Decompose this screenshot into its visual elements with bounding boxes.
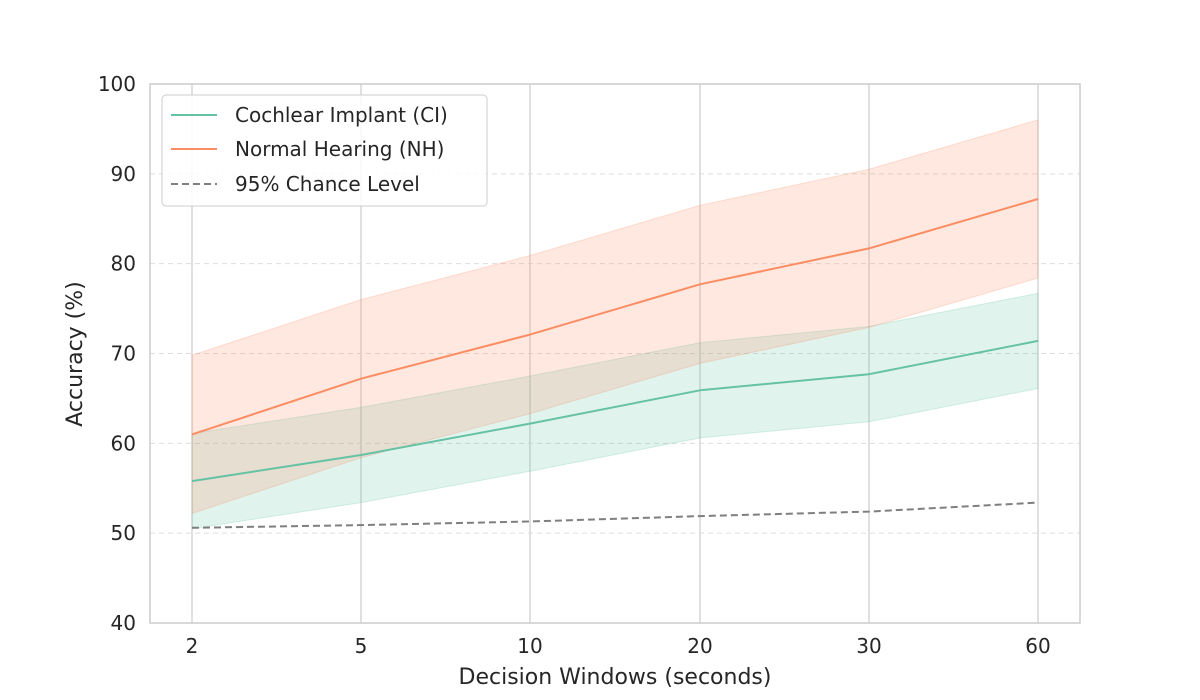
legend-label-chance: 95% Chance Level xyxy=(235,172,420,196)
y-tick-label: 100 xyxy=(98,72,136,96)
y-tick-label: 40 xyxy=(111,611,136,635)
legend-label-nh: Normal Hearing (NH) xyxy=(235,137,444,161)
y-tick-label: 70 xyxy=(111,342,136,366)
y-tick-label: 60 xyxy=(111,431,136,455)
confidence-band-nh xyxy=(191,119,1039,515)
y-tick-label: 90 xyxy=(111,162,136,186)
legend-label-ci: Cochlear Implant (CI) xyxy=(235,103,448,127)
x-tick-label: 2 xyxy=(186,634,199,658)
legend: Cochlear Implant (CI) Normal Hearing (NH… xyxy=(161,94,488,207)
tick-labels: 2 5 10 20 30 60 40 50 60 70 80 90 100 xyxy=(98,72,1051,658)
confidence-band-ci xyxy=(191,292,1039,530)
y-axis-title: Accuracy (%) xyxy=(63,281,88,427)
x-tick-label: 30 xyxy=(856,634,881,658)
confidence-bands xyxy=(191,119,1039,530)
x-tick-label: 5 xyxy=(355,634,368,658)
plot-area-frame xyxy=(149,83,1081,624)
x-tick-label: 20 xyxy=(687,634,712,658)
y-tick-label: 80 xyxy=(111,252,136,276)
legend-box xyxy=(161,94,488,207)
series-line-chance xyxy=(191,501,1039,529)
y-tick-label: 50 xyxy=(111,521,136,545)
series-line-ci xyxy=(191,339,1039,483)
series-lines xyxy=(191,198,1039,529)
x-axis-title: Decision Windows (seconds) xyxy=(459,665,772,690)
x-tick-label: 60 xyxy=(1025,634,1050,658)
x-tick-label: 10 xyxy=(517,634,542,658)
series-line-nh xyxy=(191,198,1039,436)
